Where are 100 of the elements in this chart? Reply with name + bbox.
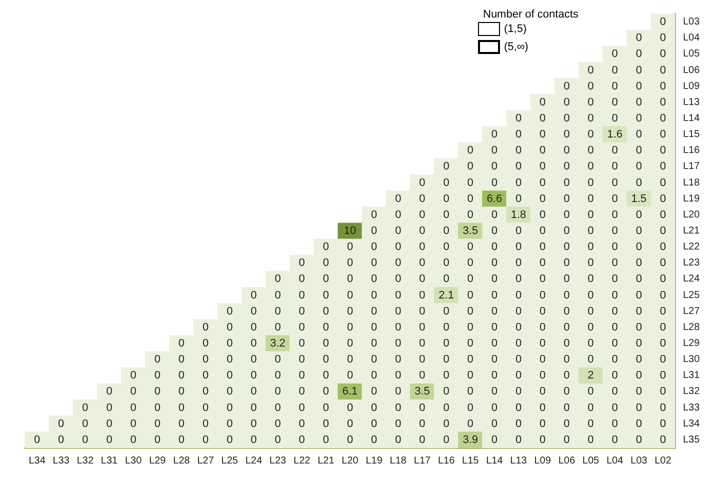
data-label: 0 — [636, 418, 642, 430]
data-label: 0 — [491, 144, 498, 157]
data-label: 0 — [178, 354, 185, 366]
data-label: 0 — [636, 225, 642, 237]
y-tick-label: L35 — [683, 434, 700, 446]
data-label: 0 — [588, 434, 594, 446]
data-label: 0 — [346, 402, 354, 414]
data-label: 0 — [322, 434, 329, 446]
data-label: 0 — [419, 208, 426, 221]
data-label: 0 — [106, 402, 112, 414]
data-label: 0 — [612, 289, 618, 302]
data-label: 0 — [612, 386, 618, 398]
data-label: 0 — [226, 418, 233, 430]
data-label: 0 — [130, 386, 136, 398]
data-label: 0 — [515, 434, 522, 446]
data-label: 0 — [346, 305, 354, 318]
data-label: 0 — [178, 386, 185, 398]
data-label: 0 — [371, 354, 378, 366]
data-label: 0 — [491, 386, 498, 398]
data-label: 0 — [612, 257, 618, 270]
data-label: 0 — [106, 418, 112, 430]
x-tick-label: L27 — [197, 456, 214, 466]
data-label: 0 — [540, 354, 546, 366]
data-label: 0 — [346, 354, 354, 366]
y-tick-label: L25 — [683, 290, 700, 301]
data-label: 0 — [540, 241, 546, 254]
data-label: 0 — [443, 241, 450, 254]
data-label: 1.5 — [631, 192, 647, 205]
data-label: 0 — [660, 112, 666, 124]
x-tick-label: L19 — [366, 456, 383, 466]
data-label: 0 — [491, 418, 498, 430]
data-label: 0 — [443, 257, 450, 270]
x-tick-label: L34 — [28, 456, 46, 466]
data-label: 0 — [250, 402, 257, 414]
data-label: 0 — [395, 386, 402, 398]
data-label: 0 — [419, 176, 426, 189]
data-label: 0 — [612, 305, 618, 318]
data-label: 0 — [226, 434, 233, 446]
data-label: 0 — [660, 305, 666, 318]
data-label: 0 — [636, 241, 642, 254]
data-label: 0 — [443, 370, 450, 382]
data-label: 0 — [564, 289, 570, 302]
data-label: 0 — [250, 338, 257, 350]
data-label: 0 — [564, 321, 570, 334]
data-label: 0 — [660, 225, 666, 237]
data-label: 0 — [467, 338, 474, 350]
data-label: 0 — [202, 370, 209, 382]
data-label: 0 — [178, 434, 185, 446]
data-label: 0 — [419, 241, 426, 254]
data-label: 0 — [202, 386, 209, 398]
data-label: 0 — [395, 192, 402, 205]
data-label: 0 — [202, 418, 209, 430]
y-tick-label: L22 — [683, 242, 700, 253]
data-label: 0 — [612, 48, 618, 60]
data-label: 0 — [443, 225, 450, 237]
data-label: 0 — [371, 241, 378, 254]
data-label: 0 — [564, 96, 570, 108]
data-label: 0 — [612, 80, 618, 92]
data-label: 0 — [202, 434, 209, 446]
data-label: 0 — [564, 402, 570, 414]
x-tick-label: L31 — [100, 456, 118, 466]
y-tick-label: L20 — [683, 209, 700, 220]
x-tick-label: L05 — [582, 456, 600, 466]
data-label: 0 — [588, 225, 594, 237]
data-label: 0 — [660, 418, 666, 430]
data-label: 10 — [344, 225, 356, 237]
data-label: 0 — [274, 402, 281, 414]
data-label: 0 — [636, 144, 642, 157]
data-label: 0 — [564, 273, 570, 286]
data-label: 0 — [322, 273, 329, 286]
y-tick-label: L14 — [683, 112, 700, 124]
data-label: 0 — [346, 289, 354, 302]
data-label: 0 — [178, 418, 185, 430]
x-tick-label: L29 — [149, 456, 166, 466]
data-label: 0 — [612, 208, 618, 221]
data-label: 0 — [636, 305, 642, 318]
data-label: 0 — [298, 289, 305, 302]
data-label: 0 — [250, 321, 257, 334]
data-label: 0 — [491, 338, 498, 350]
data-label: 0 — [588, 112, 594, 124]
y-tick-label: L16 — [683, 145, 700, 156]
data-label: 0 — [443, 160, 450, 173]
data-label: 0 — [660, 289, 666, 302]
data-label: 0 — [298, 354, 305, 366]
data-label: 0 — [419, 338, 426, 350]
x-tick-label: L14 — [486, 456, 504, 466]
data-label: 0 — [588, 241, 594, 254]
data-label: 1.6 — [607, 128, 622, 141]
data-label: 0 — [250, 305, 257, 318]
x-tick-label: L22 — [294, 456, 311, 466]
data-label: 0 — [515, 273, 522, 286]
data-label: 0 — [419, 289, 426, 302]
data-label: 0 — [443, 402, 450, 414]
data-label: 0 — [515, 128, 522, 141]
data-label: 0 — [322, 289, 329, 302]
data-label: 0 — [612, 241, 618, 254]
data-label: 0 — [540, 273, 546, 286]
data-label: 0 — [588, 386, 594, 398]
y-tick-label: L18 — [683, 177, 700, 188]
data-label: 0 — [443, 176, 450, 189]
